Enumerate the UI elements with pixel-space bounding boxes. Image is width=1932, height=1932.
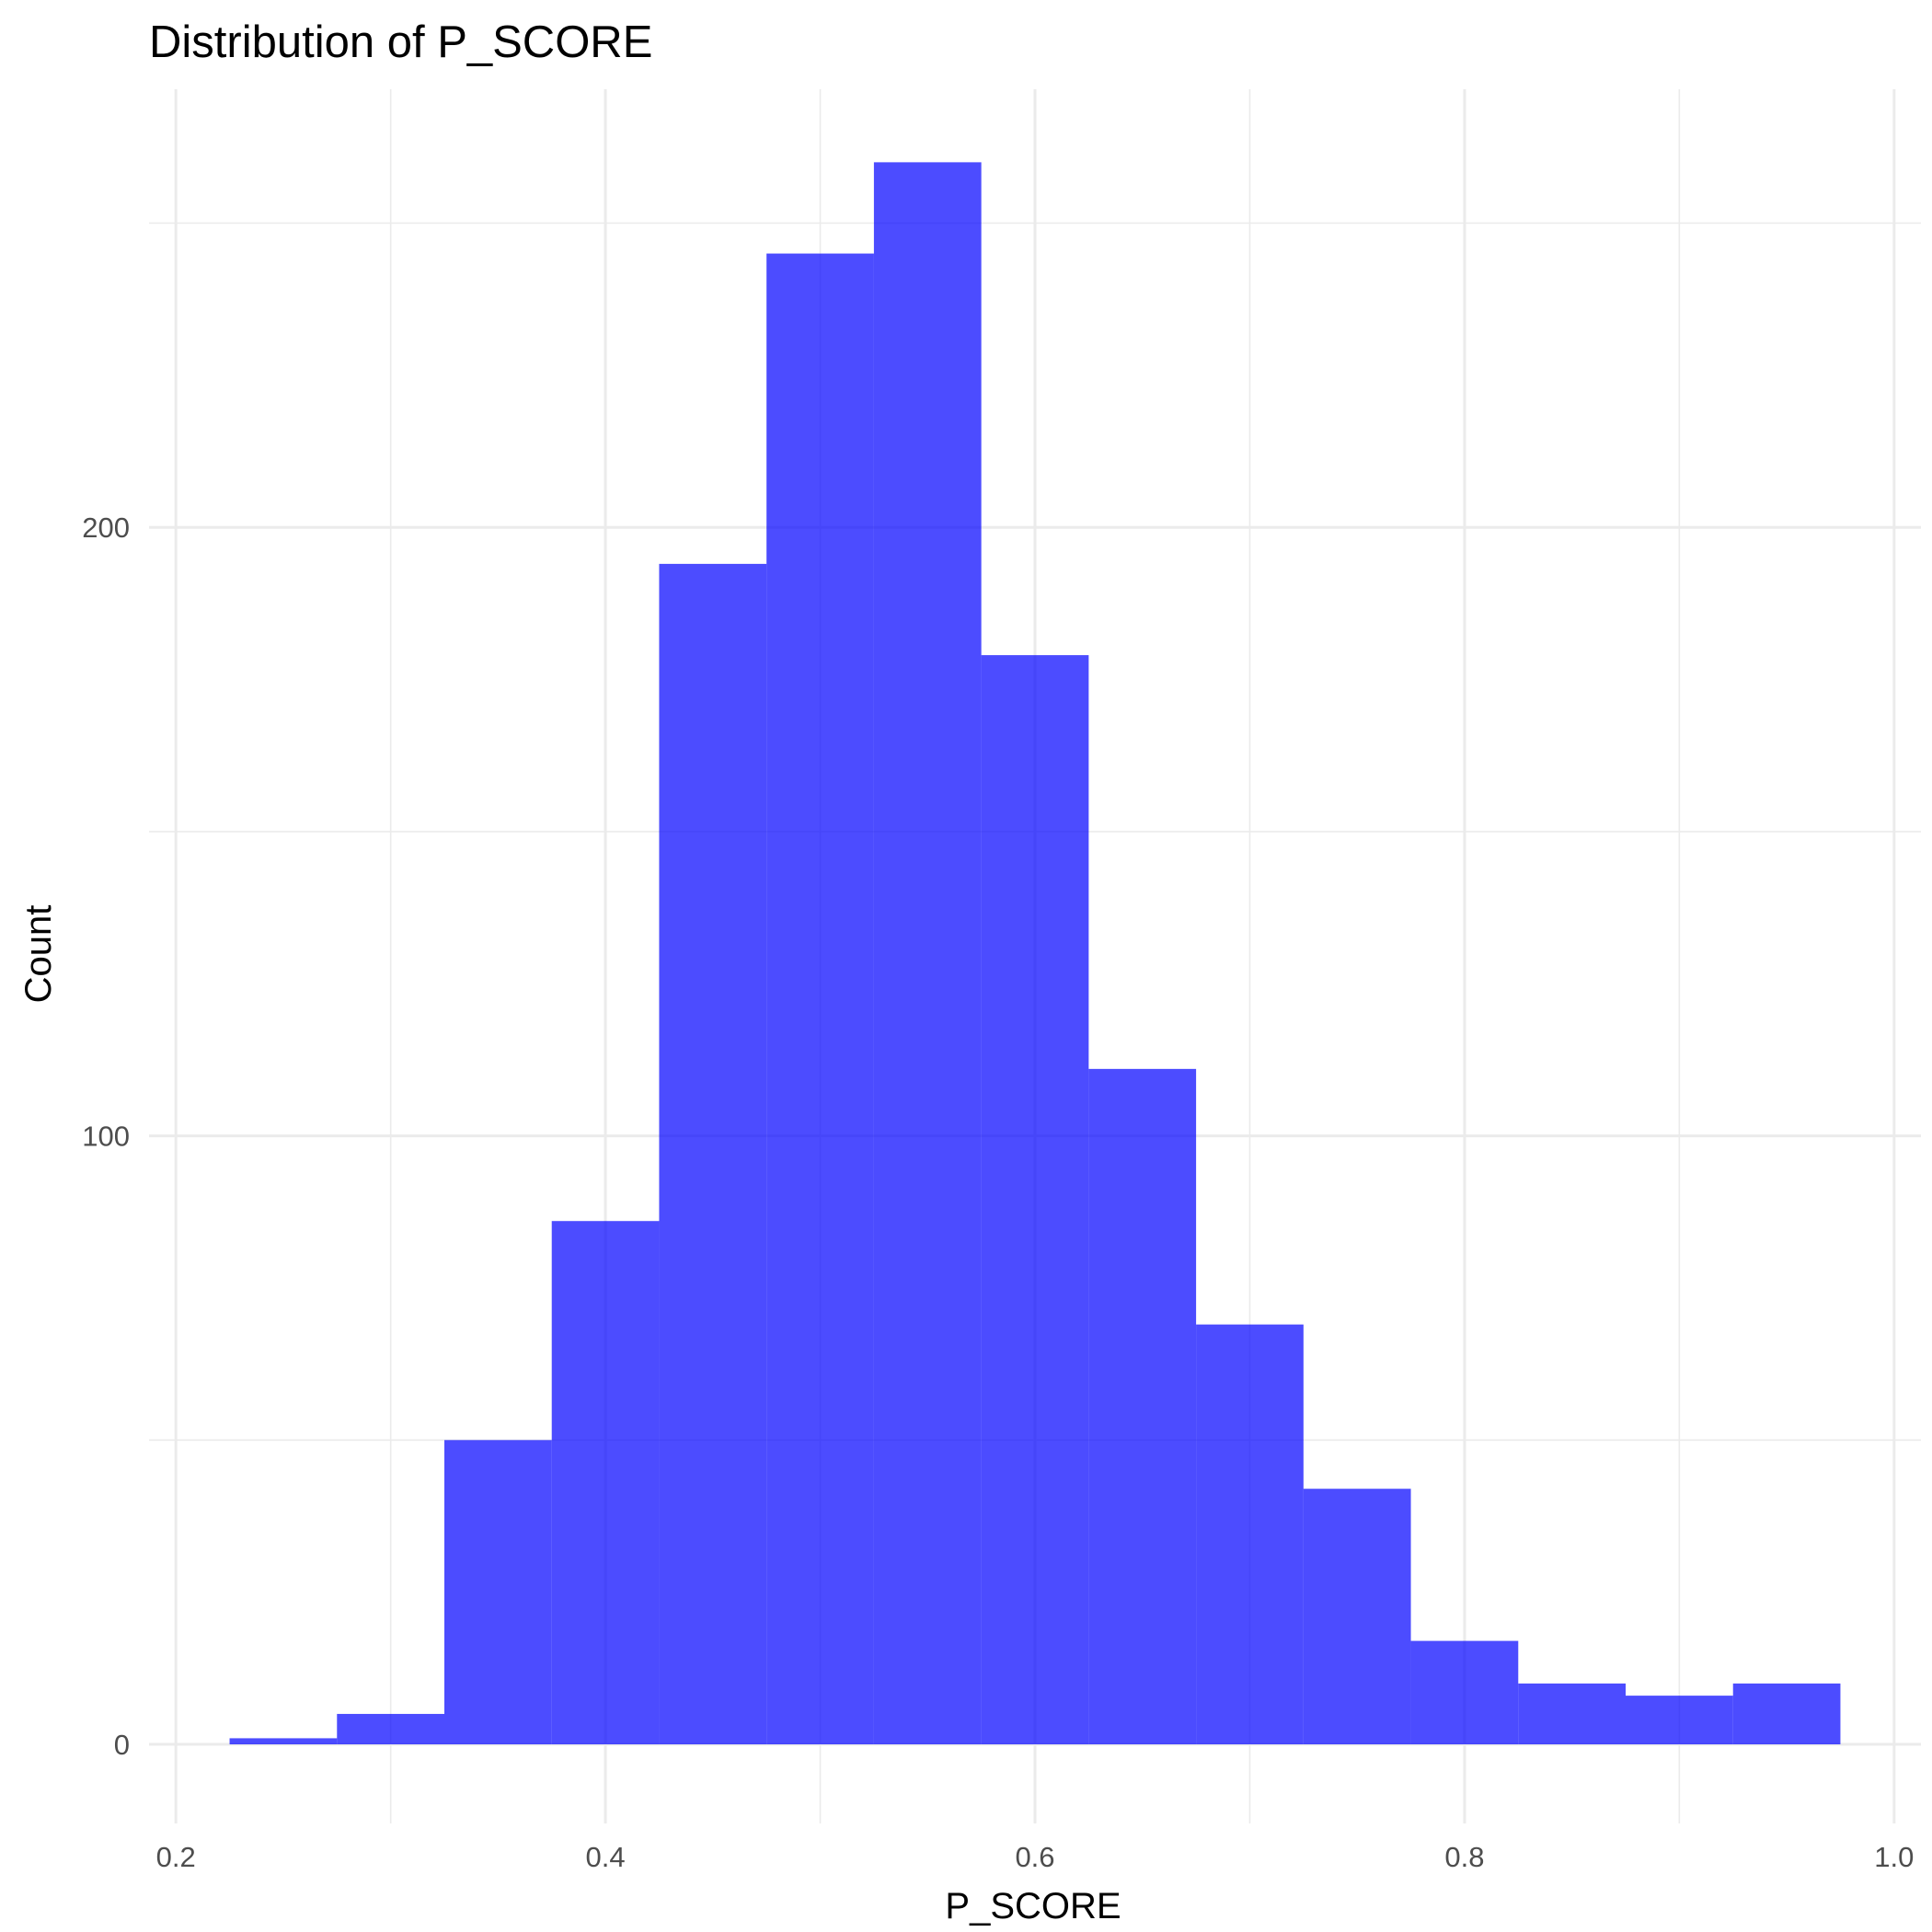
x-tick-label: 1.0 [1874, 1841, 1914, 1873]
histogram-bar [1196, 1324, 1304, 1745]
histogram-bar [551, 1221, 660, 1745]
histogram-bar [444, 1440, 552, 1745]
histogram-bar [659, 563, 767, 1745]
histogram-bar [1518, 1683, 1626, 1745]
histogram-bar [981, 655, 1089, 1745]
y-axis-label: Count [18, 905, 59, 1004]
y-tick-label: 100 [82, 1121, 130, 1153]
chart-title: Distribution of P_SCORE [149, 17, 652, 67]
x-tick-label: 0.8 [1444, 1841, 1484, 1873]
x-tick-label: 0.4 [586, 1841, 626, 1873]
histogram-bar [766, 253, 874, 1745]
histogram-bar [1732, 1683, 1841, 1745]
histogram-bar [873, 162, 982, 1745]
x-tick-label: 0.2 [156, 1841, 196, 1873]
y-axis-ticks: 0 100 200 [82, 512, 130, 1761]
histogram-bar [1303, 1489, 1411, 1745]
y-tick-label: 200 [82, 512, 130, 544]
histogram-bar [1088, 1068, 1197, 1745]
histogram-bar [1626, 1696, 1733, 1745]
histogram-bar [229, 1738, 338, 1745]
histogram-bar [337, 1713, 444, 1745]
x-axis-ticks: 0.2 0.4 0.6 0.8 1.0 [156, 1841, 1915, 1873]
histogram-bar [1410, 1640, 1519, 1745]
x-axis-label: P_SCORE [945, 1886, 1121, 1926]
histogram-bars [229, 162, 1841, 1745]
y-tick-label: 0 [114, 1729, 130, 1761]
x-tick-label: 0.6 [1015, 1841, 1054, 1873]
